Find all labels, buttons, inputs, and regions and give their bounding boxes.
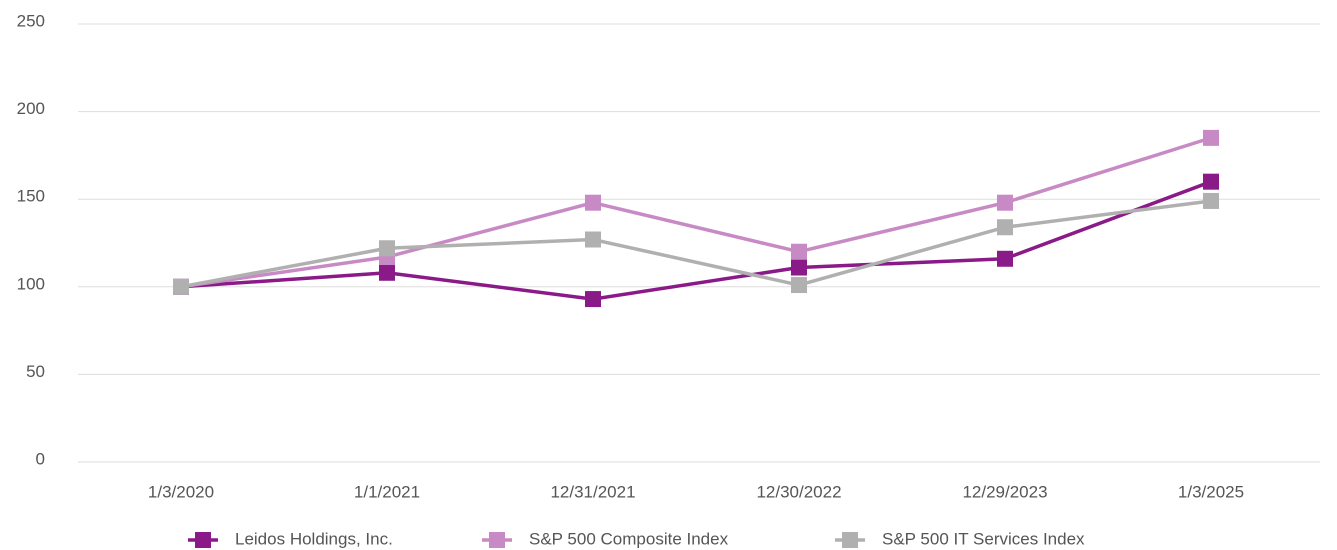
y-tick-label: 100 xyxy=(17,274,45,293)
data-point xyxy=(585,291,601,308)
y-tick-label: 50 xyxy=(26,362,45,381)
x-tick-label: 1/3/2025 xyxy=(1178,482,1244,501)
data-point xyxy=(1203,173,1219,190)
y-tick-label: 0 xyxy=(36,449,45,468)
x-tick-label: 12/29/2023 xyxy=(962,482,1047,501)
series-line xyxy=(180,136,1212,289)
data-point xyxy=(791,259,807,276)
data-point xyxy=(379,264,395,281)
legend-marker xyxy=(195,532,211,548)
legend-marker xyxy=(489,532,505,548)
x-tick-label: 1/3/2020 xyxy=(148,482,214,501)
y-tick-label: 250 xyxy=(17,11,45,30)
y-tick-label: 150 xyxy=(17,187,45,206)
data-point xyxy=(585,194,601,211)
series-line xyxy=(180,199,1212,289)
data-point xyxy=(1203,129,1219,146)
legend-label: S&P 500 IT Services Index xyxy=(882,529,1085,548)
series-line xyxy=(180,180,1212,301)
data-point xyxy=(173,278,189,295)
data-point xyxy=(1203,192,1219,209)
data-point xyxy=(379,240,395,257)
legend-marker xyxy=(842,532,858,548)
data-point xyxy=(791,277,807,294)
data-point xyxy=(791,243,807,260)
x-tick-label: 12/30/2022 xyxy=(756,482,841,501)
x-tick-label: 12/31/2021 xyxy=(550,482,635,501)
legend-label: S&P 500 Composite Index xyxy=(529,529,729,548)
x-tick-label: 1/1/2021 xyxy=(354,482,420,501)
data-point xyxy=(585,231,601,248)
legend-label: Leidos Holdings, Inc. xyxy=(235,529,393,548)
y-tick-label: 200 xyxy=(17,99,45,118)
data-point xyxy=(997,250,1013,267)
data-point xyxy=(997,219,1013,236)
data-point xyxy=(997,194,1013,211)
